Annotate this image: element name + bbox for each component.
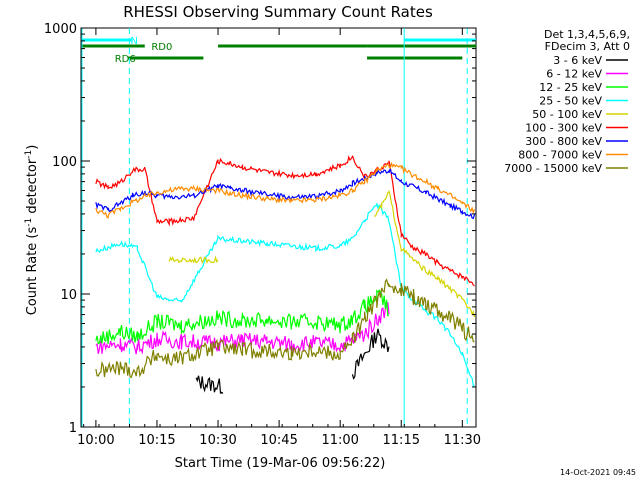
flag-label-n: N: [131, 36, 138, 47]
legend-label-7: 800 - 7000 keV: [518, 149, 602, 162]
y-axis-label-sup1: -1: [24, 218, 34, 227]
plot-border: [80, 27, 477, 428]
series-25-50-kev-line-0: [95, 203, 475, 387]
series-50-100-kev-line-1: [374, 190, 476, 318]
x-tick-label-1: 10:15: [138, 433, 175, 448]
x-tick-label-3: 10:45: [260, 433, 297, 448]
legend-label-0: 3 - 6 keV: [553, 54, 602, 67]
series-800-7000-kev-line-0: [95, 161, 476, 219]
y-tick-label-0: 1: [69, 421, 77, 436]
flag-label-rd0: RD0: [151, 42, 172, 53]
legend: Det 1,3,4,5,6,9,FDecim 3, Att 03 - 6 keV…: [504, 28, 630, 175]
x-tick-label-5: 11:15: [383, 433, 420, 448]
series-100-300-kev-line-0: [95, 155, 475, 287]
y-tick-label-3: 1000: [44, 22, 77, 37]
x-tick-label-6: 11:30: [444, 433, 481, 448]
y-tick-label-2: 100: [52, 155, 77, 170]
plot-frame: [80, 27, 477, 428]
x-tick-label-4: 11:00: [321, 433, 358, 448]
flags-layer: N RD0 RD6: [82, 36, 476, 65]
series-7000-15000-kev-line-0: [95, 278, 475, 379]
x-axis-label: Start Time (19-Mar-06 09:56:22): [175, 456, 386, 471]
x-tick-label-2: 10:30: [199, 433, 236, 448]
vlines-layer: [81, 28, 468, 427]
y-axis-label: Count Rate (s-1 detector-1): [24, 145, 40, 316]
legend-header-1: FDecim 3, Att 0: [545, 40, 630, 53]
legend-label-1: 6 - 12 keV: [546, 68, 602, 81]
y-axis-label-end: ): [25, 145, 40, 150]
legend-header-0: Det 1,3,4,5,6,9,: [544, 28, 630, 41]
series-6-12-kev-line-0: [95, 302, 390, 355]
legend-label-3: 25 - 50 keV: [539, 95, 602, 108]
flag-label-rd6: RD6: [115, 54, 136, 65]
axes-layer: 10:00 10:15 10:30 10:45 11:00 11:15 11:30 1 10 10…: [44, 22, 481, 448]
chart-title: RHESSI Observing Summary Count Rates: [123, 3, 433, 21]
y-tick-label-1: 10: [60, 288, 77, 303]
series-3-6-kev-line-1: [351, 328, 390, 380]
legend-label-2: 12 - 25 keV: [539, 81, 602, 94]
y-axis-label-base: Count Rate (s: [25, 227, 40, 316]
y-axis-label-sup2: -1: [24, 150, 34, 159]
series-300-800-kev-line-0: [95, 166, 476, 220]
x-tick-label-0: 10:00: [77, 433, 114, 448]
series-12-25-kev-line-0: [95, 289, 390, 345]
series-50-100-kev-line-0: [168, 255, 219, 265]
series-layer: [95, 155, 476, 394]
legend-label-5: 100 - 300 keV: [525, 122, 602, 135]
footer-date: 14-Oct-2021 09:45: [560, 468, 636, 477]
legend-label-6: 300 - 800 keV: [525, 135, 602, 148]
legend-label-4: 50 - 100 keV: [532, 108, 602, 121]
series-3-6-kev-line-0: [195, 375, 224, 394]
y-axis-label-mid: detector: [25, 158, 40, 218]
legend-label-8: 7000 - 15000 keV: [504, 162, 602, 175]
